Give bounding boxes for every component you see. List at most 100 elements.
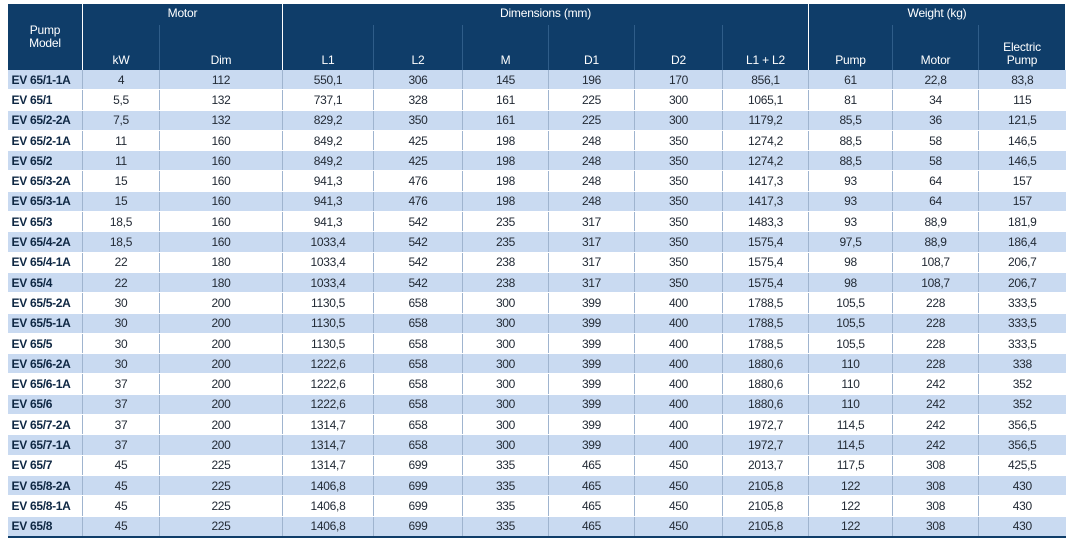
cell-l1: 1406,8 [282, 516, 374, 538]
cell-l1-plus-l2: 1972,7 [721, 414, 809, 436]
cell-motor-weight: 108,7 [892, 252, 979, 273]
cell-dim: 200 [159, 373, 283, 395]
cell-model: EV 65/1 [7, 89, 83, 111]
cell-pump-weight: 122 [808, 475, 893, 497]
cell-l1: 1130,5 [282, 333, 374, 355]
table-row: EV 65/5 30 200 1130,5 658 300 399 400 1788,5 105,… [7, 333, 1066, 355]
cell-m: 300 [462, 394, 549, 416]
cell-pump-weight: 97,5 [808, 231, 893, 253]
cell-pump-weight: 85,5 [808, 110, 893, 131]
cell-electric-pump-weight: 356,5 [978, 434, 1066, 456]
cell-d2: 400 [634, 313, 723, 334]
cell-d1: 399 [548, 394, 635, 416]
cell-model: EV 65/2 [7, 150, 83, 172]
cell-l2: 658 [373, 353, 463, 375]
cell-l2: 350 [373, 110, 463, 131]
header-electric-pump-weight: Electric Pump [978, 25, 1067, 70]
cell-kw: 37 [82, 394, 160, 416]
cell-motor-weight: 22,8 [892, 70, 979, 91]
cell-l1: 1222,6 [282, 373, 374, 395]
cell-m: 300 [462, 353, 549, 375]
cell-d2: 450 [634, 475, 723, 497]
cell-l1-plus-l2: 1417,3 [721, 191, 809, 213]
cell-kw: 22 [82, 272, 160, 294]
cell-d1: 248 [548, 150, 635, 172]
cell-electric-pump-weight: 157 [978, 170, 1066, 192]
cell-l1-plus-l2: 1972,7 [721, 434, 809, 456]
cell-l1: 1314,7 [282, 414, 374, 436]
cell-motor-weight: 242 [892, 414, 979, 436]
header-row-top: Pump Model Motor Dimensions (mm) Weight … [7, 4, 1067, 70]
cell-l1: 941,3 [282, 211, 374, 233]
cell-motor-weight: 308 [892, 455, 979, 476]
cell-kw: 45 [82, 516, 160, 538]
cell-model: EV 65/6-2A [7, 353, 83, 375]
cell-m: 335 [462, 455, 549, 476]
header-l1: L1 [282, 25, 374, 70]
cell-electric-pump-weight: 186,4 [978, 231, 1066, 253]
cell-l2: 699 [373, 475, 463, 497]
cell-dim: 160 [159, 231, 283, 253]
cell-l2: 699 [373, 455, 463, 476]
cell-m: 300 [462, 292, 549, 314]
cell-kw: 45 [82, 455, 160, 476]
cell-model: EV 65/2-2A [7, 110, 83, 131]
table-row: EV 65/3-1A 15 160 941,3 476 198 248 350 1417,3 93… [7, 191, 1066, 213]
cell-kw: 37 [82, 373, 160, 395]
cell-dim: 200 [159, 353, 283, 375]
table-row: EV 65/7 45 225 1314,7 699 335 465 450 2013,7 117,… [7, 455, 1066, 476]
cell-d2: 350 [634, 211, 723, 233]
cell-model: EV 65/6 [7, 394, 83, 416]
table-row: EV 65/4-1A 22 180 1033,4 542 238 317 350 1575,4 9… [7, 252, 1066, 273]
cell-model: EV 65/6-1A [7, 373, 83, 395]
cell-model: EV 65/7-1A [7, 434, 83, 456]
cell-motor-weight: 228 [892, 292, 979, 314]
table-row: EV 65/6-1A 37 200 1222,6 658 300 399 400 1880,6 1… [7, 373, 1066, 395]
cell-dim: 160 [159, 130, 283, 152]
cell-d2: 400 [634, 373, 723, 395]
cell-electric-pump-weight: 206,7 [978, 272, 1066, 294]
cell-d1: 399 [548, 414, 635, 436]
cell-l1-plus-l2: 1274,2 [721, 130, 809, 152]
table-row: EV 65/2-2A 7,5 132 829,2 350 161 225 300 1179,2 8… [7, 110, 1066, 131]
cell-l1-plus-l2: 1788,5 [721, 333, 809, 355]
cell-kw: 37 [82, 434, 160, 456]
cell-dim: 225 [159, 495, 283, 517]
cell-l2: 425 [373, 130, 463, 152]
cell-model: EV 65/2-1A [7, 130, 83, 152]
cell-dim: 200 [159, 394, 283, 416]
cell-kw: 30 [82, 333, 160, 355]
cell-d1: 399 [548, 292, 635, 314]
table-body: EV 65/1-1A 4 112 550,1 306 145 196 170 856,1 61 22… [7, 70, 1066, 538]
cell-l1-plus-l2: 2105,8 [721, 475, 809, 497]
cell-d1: 399 [548, 434, 635, 456]
cell-d1: 225 [548, 89, 635, 111]
cell-d1: 399 [548, 353, 635, 375]
cell-d2: 350 [634, 191, 723, 213]
cell-d2: 400 [634, 353, 723, 375]
cell-d1: 465 [548, 516, 635, 538]
cell-dim: 200 [159, 313, 283, 334]
cell-electric-pump-weight: 206,7 [978, 252, 1066, 273]
cell-l1-plus-l2: 1788,5 [721, 313, 809, 334]
cell-dim: 132 [159, 89, 283, 111]
cell-pump-weight: 98 [808, 272, 893, 294]
cell-pump-weight: 61 [808, 70, 893, 91]
header-d2: D2 [634, 25, 723, 70]
cell-l1: 1406,8 [282, 495, 374, 517]
cell-dim: 225 [159, 475, 283, 497]
cell-m: 145 [462, 70, 549, 91]
cell-m: 235 [462, 211, 549, 233]
table-row: EV 65/3-2A 15 160 941,3 476 198 248 350 1417,3 93… [7, 170, 1066, 192]
cell-motor-weight: 242 [892, 373, 979, 395]
cell-motor-weight: 228 [892, 313, 979, 334]
cell-l2: 306 [373, 70, 463, 91]
cell-d1: 317 [548, 231, 635, 253]
table-row: EV 65/3 18,5 160 941,3 542 235 317 350 1483,3 93 8… [7, 211, 1066, 233]
cell-electric-pump-weight: 121,5 [978, 110, 1066, 131]
cell-model: EV 65/5 [7, 333, 83, 355]
cell-electric-pump-weight: 338 [978, 353, 1066, 375]
cell-d1: 196 [548, 70, 635, 91]
cell-d2: 450 [634, 495, 723, 517]
cell-m: 198 [462, 170, 549, 192]
